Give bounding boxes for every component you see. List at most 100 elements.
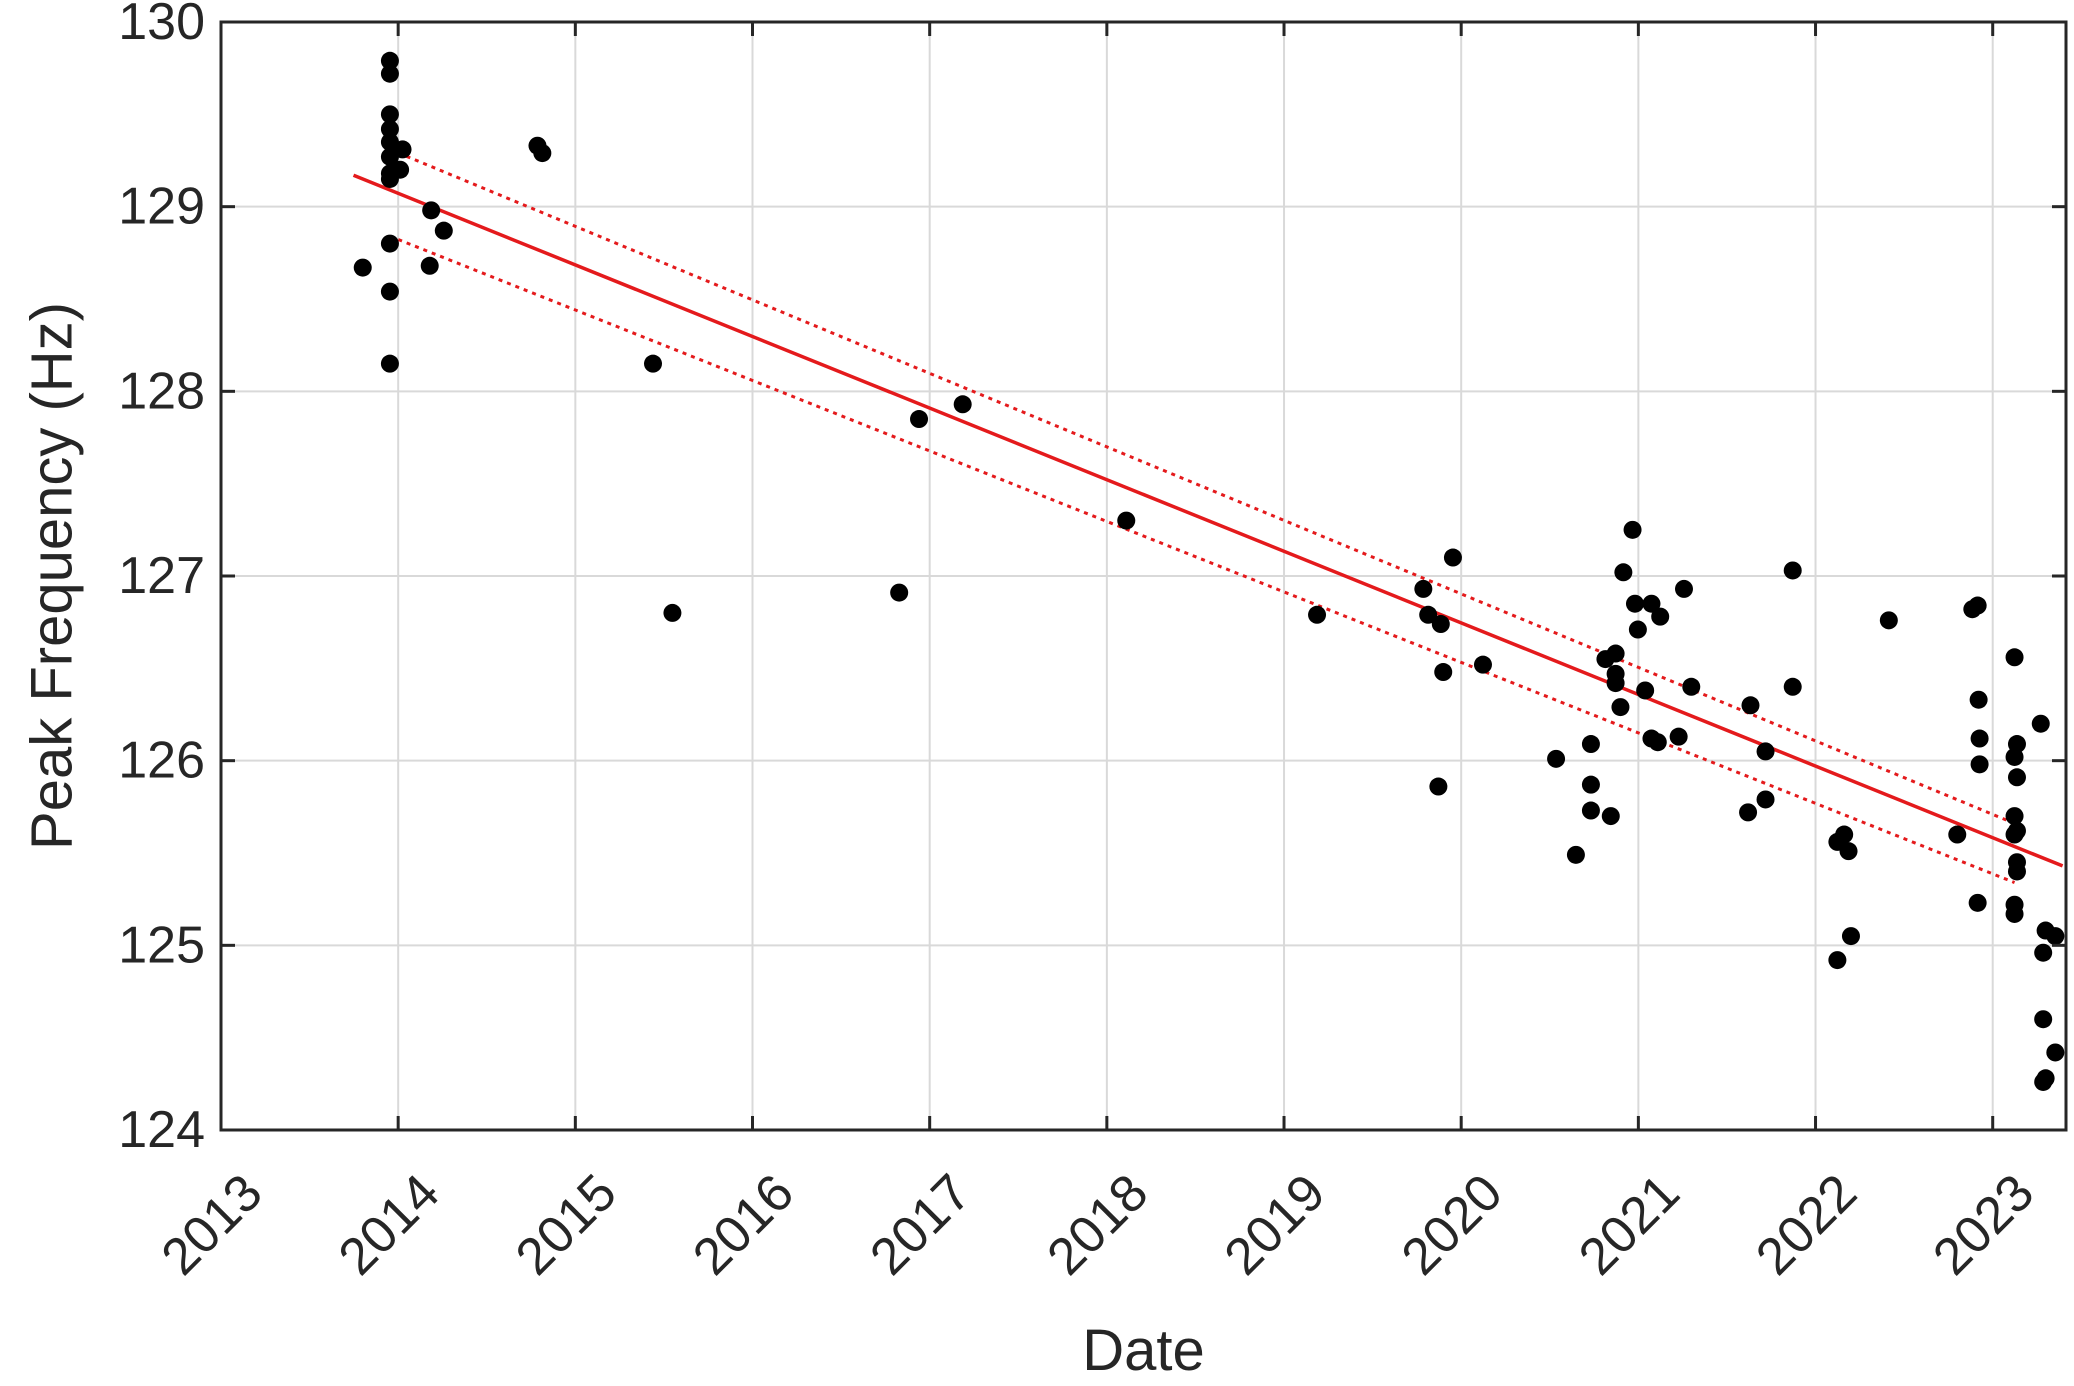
- data-point: [2031, 714, 2050, 733]
- data-point: [380, 51, 399, 70]
- data-point: [1547, 749, 1566, 768]
- data-point: [1623, 520, 1642, 539]
- data-point: [1839, 842, 1858, 861]
- data-point: [663, 603, 682, 622]
- data-point: [1968, 893, 1987, 912]
- data-point: [1879, 611, 1898, 630]
- data-point: [391, 160, 410, 179]
- x-tick-label: 2016: [682, 1163, 805, 1286]
- data-point: [1414, 579, 1433, 598]
- data-point: [1308, 605, 1327, 624]
- data-point: [1606, 644, 1625, 663]
- data-point: [1970, 755, 1989, 774]
- x-tick-label: 2023: [1922, 1163, 2045, 1286]
- data-points: [353, 51, 2065, 1091]
- data-point: [2007, 735, 2026, 754]
- x-tick-label: 2020: [1391, 1163, 1514, 1286]
- y-tick-label: 126: [118, 732, 205, 790]
- x-tick-label: 2015: [505, 1163, 628, 1286]
- data-point: [1739, 803, 1758, 822]
- data-point: [2005, 648, 2024, 667]
- x-tick-label: 2017: [859, 1163, 982, 1286]
- data-point: [2007, 862, 2026, 881]
- data-point: [1581, 775, 1600, 794]
- data-point: [380, 354, 399, 373]
- data-point: [644, 354, 663, 373]
- data-point: [380, 64, 399, 83]
- data-point: [1625, 594, 1644, 613]
- data-point: [1741, 696, 1760, 715]
- data-point: [1601, 807, 1620, 826]
- data-point: [1648, 733, 1667, 752]
- data-point: [1434, 663, 1453, 682]
- confidence-bound-line: [389, 234, 2016, 884]
- data-point: [380, 234, 399, 253]
- data-point: [353, 258, 372, 277]
- data-point: [2007, 821, 2026, 840]
- data-point: [1669, 727, 1688, 746]
- x-tick-label: 2019: [1214, 1163, 1337, 1286]
- data-point: [910, 410, 929, 429]
- data-point: [1611, 698, 1630, 717]
- data-point: [1756, 742, 1775, 761]
- y-tick-label: 129: [118, 178, 205, 236]
- data-point: [1651, 607, 1670, 626]
- data-point: [434, 221, 453, 240]
- data-point: [380, 120, 399, 139]
- data-point: [1566, 845, 1585, 864]
- y-tick-label: 125: [118, 916, 205, 974]
- y-tick-label: 128: [118, 362, 205, 420]
- x-axis-label: Date: [1082, 1318, 1205, 1383]
- data-point: [1581, 801, 1600, 820]
- data-point: [380, 282, 399, 301]
- data-point: [533, 144, 552, 163]
- data-point: [1473, 655, 1492, 674]
- data-point: [1429, 777, 1448, 796]
- data-point: [1117, 511, 1136, 530]
- data-point: [1968, 596, 1987, 615]
- y-axis-label: Peak Frequency (Hz): [20, 302, 85, 850]
- data-point: [2034, 1010, 2053, 1029]
- data-point: [420, 256, 439, 275]
- data-point: [1783, 677, 1802, 696]
- data-point: [1443, 548, 1462, 567]
- data-point: [1948, 825, 1967, 844]
- x-tick-label: 2018: [1037, 1163, 1160, 1286]
- data-point: [2034, 943, 2053, 962]
- data-point: [393, 140, 412, 159]
- data-point: [1835, 825, 1854, 844]
- y-tick-label: 130: [118, 0, 205, 51]
- regression-fit-line: [352, 173, 2064, 868]
- data-point: [2007, 768, 2026, 787]
- data-point: [1969, 690, 1988, 709]
- data-point: [2005, 807, 2024, 826]
- y-tick-label: 127: [118, 547, 205, 605]
- data-point: [1614, 563, 1633, 582]
- data-point: [1419, 605, 1438, 624]
- confidence-bound-line: [389, 148, 2016, 825]
- data-point: [953, 395, 972, 414]
- data-point: [890, 583, 909, 602]
- y-axis-ticks: 124 125 126 127 128 129 130: [118, 0, 2066, 1159]
- data-point: [2046, 927, 2065, 946]
- x-tick-label: 2021: [1568, 1163, 1691, 1286]
- data-point: [2005, 904, 2024, 923]
- data-point: [2036, 1069, 2055, 1088]
- data-point: [1628, 620, 1647, 639]
- data-point: [380, 105, 399, 124]
- data-point: [1682, 677, 1701, 696]
- data-point: [1431, 615, 1450, 634]
- x-tick-label: 2022: [1745, 1163, 1868, 1286]
- x-tick-label: 2013: [151, 1163, 274, 1286]
- data-point: [1636, 681, 1655, 700]
- data-point: [422, 201, 441, 220]
- data-point: [1674, 579, 1693, 598]
- data-point: [2046, 1043, 2065, 1062]
- data-point: [1970, 729, 1989, 748]
- data-point: [1606, 674, 1625, 693]
- fit-lines: [352, 148, 2064, 884]
- data-point: [1841, 927, 1860, 946]
- data-point: [1756, 790, 1775, 809]
- data-point: [1642, 594, 1661, 613]
